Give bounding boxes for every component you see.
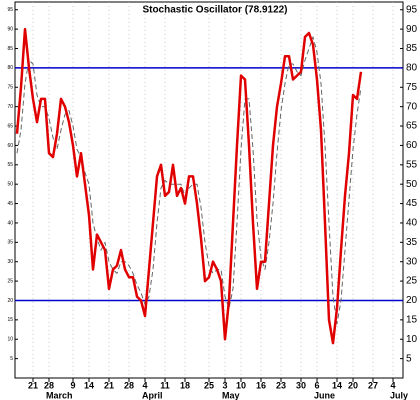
y-tick-label-left: 15 [7, 317, 13, 323]
y-tick-label-right: 95 [406, 4, 418, 15]
y-tick-label-left: 40 [7, 220, 13, 226]
x-tick-label: 18 [180, 380, 190, 390]
y-tick-label-left: 85 [7, 46, 13, 52]
y-tick-label-right: 85 [406, 43, 418, 54]
y-tick-label-left: 55 [7, 162, 13, 168]
y-tick-label-left: 70 [7, 104, 13, 110]
month-label: July [390, 390, 408, 400]
x-tick-label: 20 [348, 380, 358, 390]
y-tick-label-right: 45 [406, 198, 418, 209]
x-tick-label: 3 [222, 380, 227, 390]
x-tick-label: 14 [84, 380, 94, 390]
series-line [15, 27, 363, 345]
x-tick-label: 23 [276, 380, 286, 390]
y-tick-label-left: 20 [7, 298, 13, 304]
month-label: April [142, 390, 163, 400]
x-tick-label: 27 [368, 380, 378, 390]
x-tick-label: 11 [160, 380, 170, 390]
month-label: May [222, 390, 240, 400]
y-tick-label-left: 30 [7, 259, 13, 265]
series-line [16, 36, 362, 325]
y-tick-label-right: 40 [406, 218, 418, 229]
month-label: June [314, 390, 335, 400]
x-tick-label: 21 [104, 380, 114, 390]
x-tick-label: 4 [390, 380, 395, 390]
x-tick-label: 4 [142, 380, 147, 390]
x-tick-label: 28 [124, 380, 134, 390]
y-tick-label-right: 80 [406, 63, 418, 74]
y-tick-label-left: 95 [7, 7, 13, 13]
x-tick-label: 30 [296, 380, 306, 390]
x-tick-label: 10 [236, 380, 246, 390]
y-tick-label-left: 35 [7, 240, 13, 246]
y-tick-label-left: 50 [7, 182, 13, 188]
y-tick-label-left: 90 [7, 26, 13, 32]
y-tick-label-right: 55 [406, 159, 418, 170]
y-tick-label-right: 65 [406, 121, 418, 132]
x-tick-label: 16 [256, 380, 266, 390]
y-tick-label-left: 75 [7, 85, 13, 91]
chart-title: Stochastic Oscillator (78.9122) [142, 5, 287, 16]
y-tick-label-left: 10 [7, 337, 13, 343]
y-tick-label-right: 70 [406, 101, 418, 112]
month-label: March [46, 390, 73, 400]
y-tick-label-left: 5 [10, 356, 13, 362]
y-tick-label-left: 80 [7, 65, 13, 71]
y-tick-label-right: 10 [406, 334, 418, 345]
y-tick-label-right: 20 [406, 295, 418, 306]
y-tick-label-left: 65 [7, 123, 13, 129]
y-tick-label-right: 50 [406, 179, 418, 190]
x-tick-label: 9 [70, 380, 75, 390]
x-tick-label: 6 [314, 380, 319, 390]
x-tick-label: 28 [44, 380, 54, 390]
y-tick-label-right: 5 [406, 353, 412, 364]
x-tick-label: 25 [204, 380, 214, 390]
y-tick-label-left: 45 [7, 201, 13, 207]
y-tick-label-right: 90 [406, 24, 418, 35]
y-tick-label-right: 60 [406, 140, 418, 151]
y-tick-label-left: 60 [7, 143, 13, 149]
y-tick-label-right: 35 [406, 237, 418, 248]
y-tick-label-right: 75 [406, 82, 418, 93]
y-tick-label-right: 30 [406, 256, 418, 267]
y-tick-label-left: 25 [7, 278, 13, 284]
y-tick-label-right: 15 [406, 314, 418, 325]
x-tick-label: 21 [28, 380, 38, 390]
x-tick-label: 14 [332, 380, 342, 390]
y-tick-label-right: 25 [406, 276, 418, 287]
